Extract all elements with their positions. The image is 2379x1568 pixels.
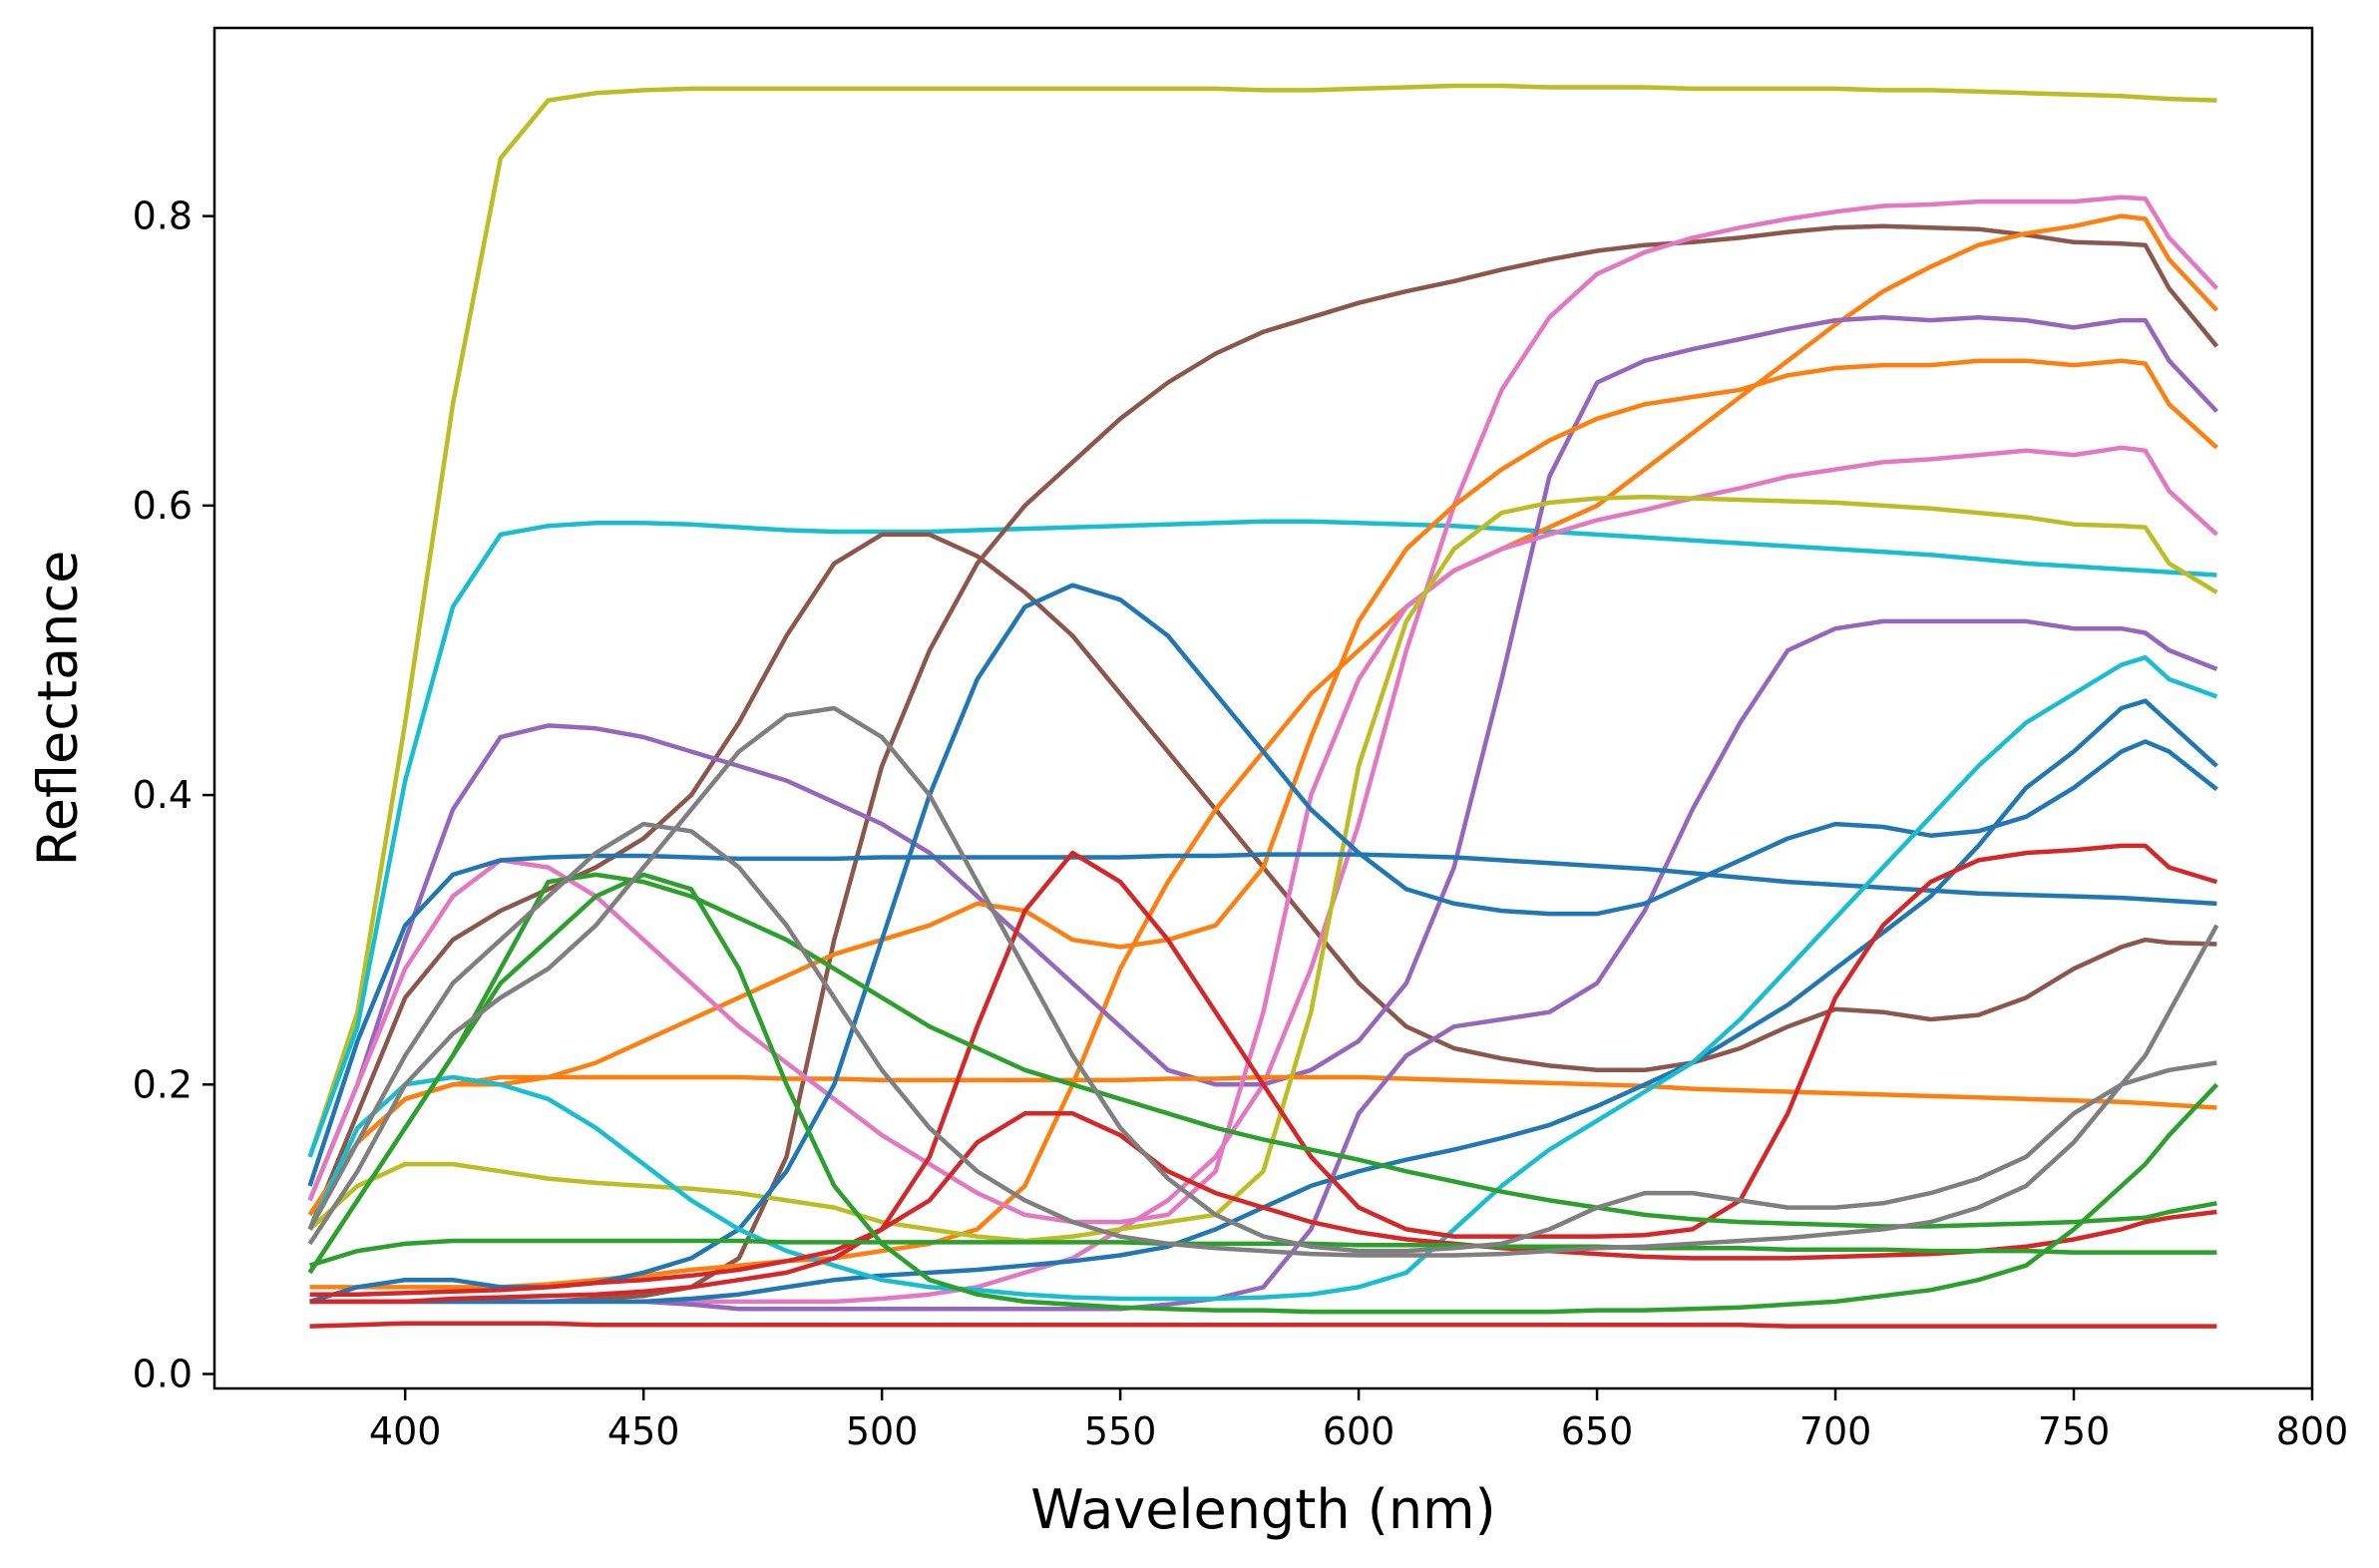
x-axis-label: Wavelength (nm) [1030, 1478, 1495, 1541]
x-tick-label: 800 [2276, 1409, 2349, 1453]
y-axis-label: Reflectance [27, 551, 90, 867]
series-line-16 [307, 654, 2218, 1302]
y-tick-label: 0.4 [133, 773, 193, 817]
series-line-2 [307, 519, 2217, 1158]
y-axis: 0.0 0.2 0.4 0.6 0.8 [133, 195, 214, 1395]
x-tick-label: 400 [369, 1409, 442, 1453]
series-line-11 [308, 494, 2218, 1244]
series-line-1 [307, 83, 2217, 1158]
x-axis: 400 450 500 550 600 650 700 750 800 [369, 1388, 2348, 1453]
x-tick-label: 750 [2038, 1409, 2111, 1453]
x-tick-label: 650 [1561, 1409, 1634, 1453]
series-line-23 [307, 821, 2219, 1258]
series-line-24 [307, 705, 2217, 1254]
y-tick-label: 0.6 [133, 484, 193, 528]
series-line-7 [307, 314, 2219, 1202]
x-tick-label: 550 [1084, 1409, 1157, 1453]
x-tick-label: 500 [846, 1409, 919, 1453]
plot-frame [212, 26, 2314, 1390]
y-tick-label: 0.8 [133, 195, 193, 238]
series-line-21 [307, 872, 2219, 1315]
x-tick-label: 700 [1799, 1409, 1872, 1453]
series-line-19 [309, 1111, 2217, 1297]
series-line-10 [307, 445, 2218, 1225]
series-line-8 [307, 1074, 2217, 1217]
series-line-18 [309, 843, 2218, 1305]
series-line-17 [309, 1321, 2217, 1329]
series-line-14 [308, 583, 2218, 1305]
y-tick-label: 0.0 [133, 1352, 193, 1395]
y-tick-label: 0.2 [133, 1062, 193, 1106]
x-tick-label: 450 [607, 1409, 680, 1453]
series-line-15 [309, 698, 2218, 1305]
series-line-9 [307, 358, 2218, 1217]
series-line-20 [307, 872, 2217, 1275]
series-line-4 [309, 223, 2219, 1305]
series-layer [307, 83, 2219, 1329]
x-tick-label: 600 [1323, 1409, 1395, 1453]
